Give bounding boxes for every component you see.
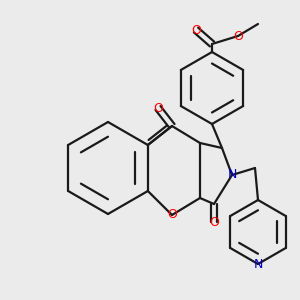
Text: N: N [227,169,237,182]
Text: O: O [153,101,163,115]
Text: O: O [209,215,219,229]
Text: O: O [167,208,177,221]
Text: O: O [191,23,201,37]
Text: O: O [233,29,243,43]
Text: N: N [253,257,263,271]
